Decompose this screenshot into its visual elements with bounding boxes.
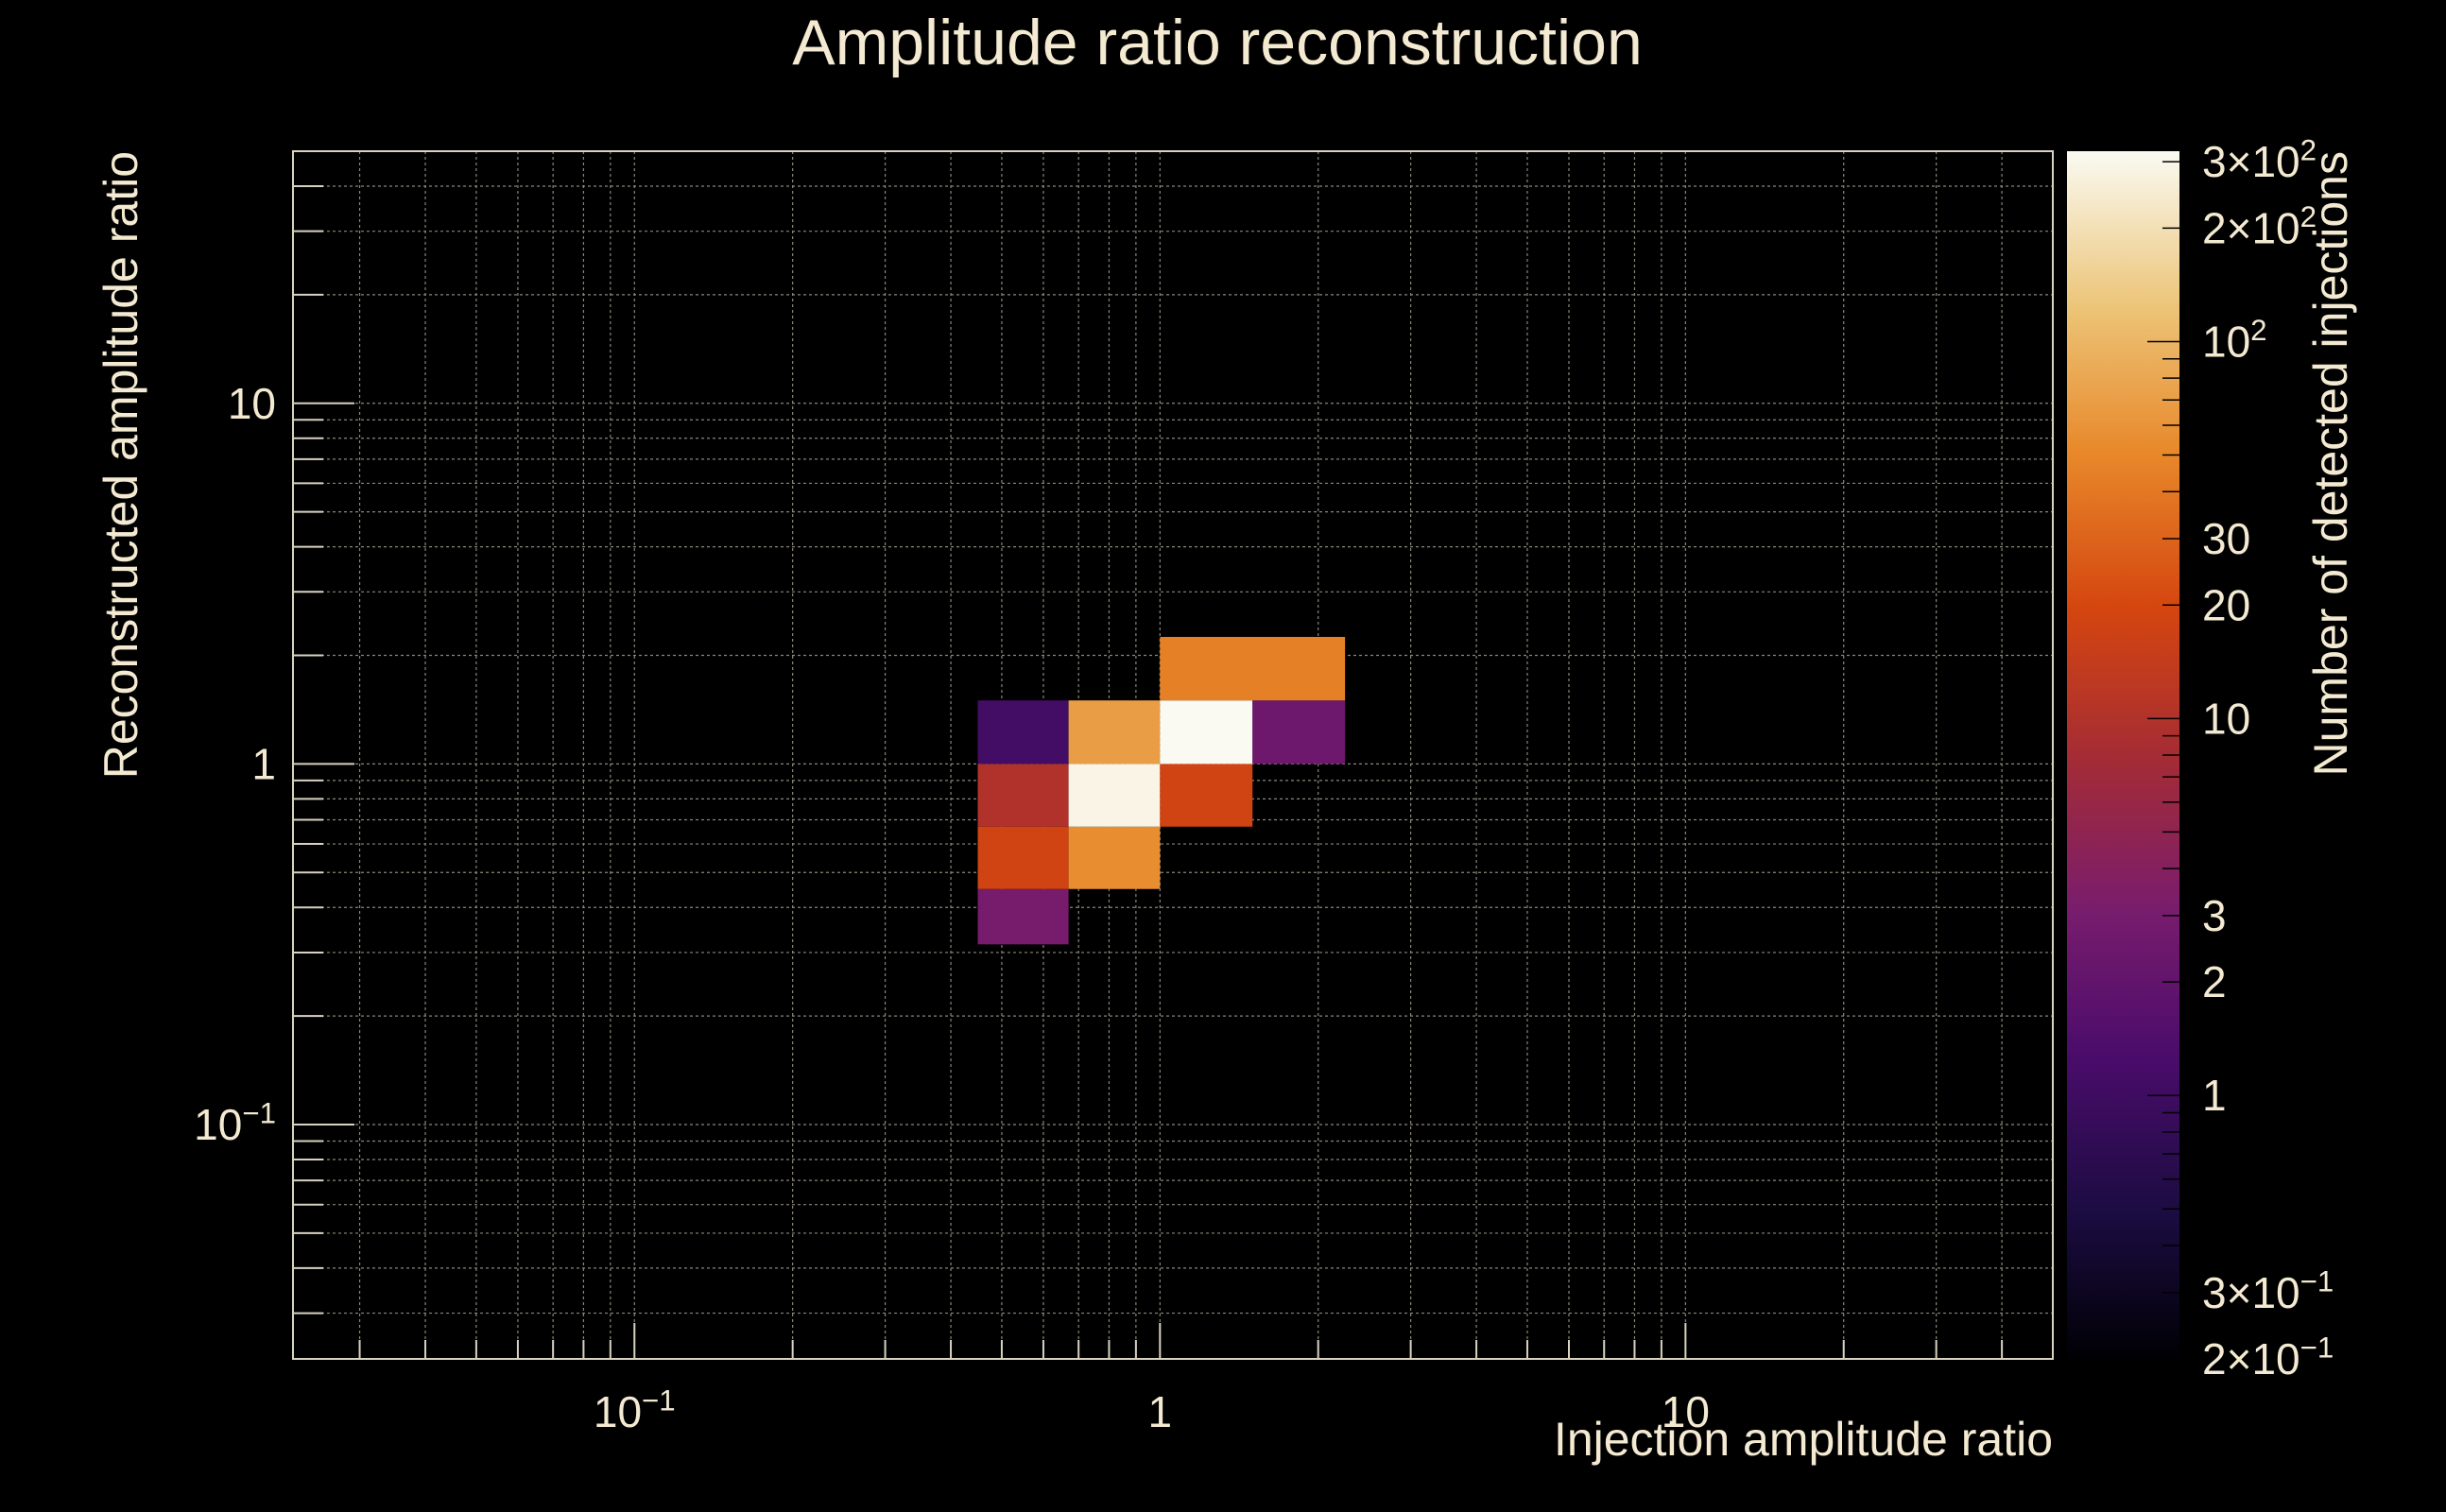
heatmap-cell [1068, 700, 1161, 765]
heatmap-cell [1160, 764, 1253, 827]
heatmap-cell [977, 888, 1069, 945]
colorbar [2067, 151, 2179, 1359]
y-tick-label-base: 1 [251, 739, 276, 788]
x-axis-ticks: 10−1 1 10 [358, 1323, 2004, 1436]
colorbar-tick-label-base: 2 [2202, 957, 2227, 1006]
colorbar-tick-label: 2 [2202, 957, 2227, 1006]
colorbar-tick-label-exponent: 2 [2300, 134, 2317, 167]
x-tick-label-exponent: −1 [642, 1384, 676, 1418]
colorbar-tick-label: 1 [2202, 1071, 2227, 1120]
y-axis-label: Reconstructed amplitude ratio [95, 151, 147, 779]
heatmap-cell [1068, 826, 1161, 889]
x-tick-label: 10−1 [594, 1384, 676, 1436]
x-axis-label: Injection amplitude ratio [1554, 1413, 2053, 1466]
heatmap-cell [1160, 700, 1253, 765]
x-tick-label: 1 [1148, 1387, 1173, 1436]
colorbar-tick-label-exponent: −1 [2300, 1332, 2334, 1365]
colorbar-tick-label-base: 3×10 [2202, 1268, 2300, 1317]
x-tick-label-base: 10 [594, 1387, 642, 1436]
heatmap-cell [977, 826, 1069, 889]
heatmap-cell [977, 700, 1069, 765]
chart-title: Amplitude ratio reconstruction [792, 7, 1643, 78]
colorbar-tick-label-base: 2×10 [2202, 1334, 2300, 1383]
colorbar-tick-label: 3×10−1 [2202, 1264, 2334, 1316]
colorbar-tick-label: 3 [2202, 891, 2227, 940]
heatmap-cell [1160, 636, 1346, 701]
heatmap-cell [1252, 700, 1346, 765]
colorbar-tick-label-base: 20 [2202, 580, 2250, 629]
colorbar-tick-label: 2×102 [2202, 200, 2317, 252]
y-tick-label: 1 [251, 739, 276, 788]
colorbar-tick-label-base: 2×10 [2202, 203, 2300, 252]
colorbar-tick-label-base: 10 [2202, 317, 2250, 366]
colorbar-tick-label: 30 [2202, 514, 2250, 563]
heatmap-cells [977, 636, 1346, 945]
colorbar-tick-label-exponent: 2 [2300, 200, 2317, 233]
grid-lines [293, 151, 2053, 1359]
heatmap-cell [1068, 764, 1161, 827]
colorbar-tick-label-exponent: 2 [2250, 314, 2266, 347]
colorbar-label: Number of detected injections [2304, 151, 2357, 776]
colorbar-tick-label: 102 [2202, 314, 2267, 366]
heatmap-cell [977, 764, 1069, 827]
colorbar-tick-label-base: 30 [2202, 514, 2250, 563]
y-tick-label-base: 10 [194, 1100, 242, 1149]
plot-frame [292, 150, 2054, 1360]
colorbar-tick-label-base: 3 [2202, 891, 2227, 940]
colorbar-tick-label: 10 [2202, 694, 2250, 743]
colorbar-tick-label: 20 [2202, 580, 2250, 629]
colorbar-tick-label-base: 3×10 [2202, 137, 2300, 186]
y-tick-label-exponent: −1 [242, 1097, 276, 1130]
x-tick-label-base: 10 [1662, 1387, 1710, 1436]
colorbar-tick-label: 3×102 [2202, 134, 2317, 186]
colorbar-tick-label-exponent: −1 [2300, 1264, 2334, 1297]
x-tick-label-base: 1 [1148, 1387, 1173, 1436]
y-tick-label-base: 10 [228, 379, 276, 428]
x-tick-label: 10 [1662, 1387, 1710, 1436]
y-tick-label: 10−1 [194, 1097, 276, 1149]
y-tick-label: 10 [228, 379, 276, 428]
colorbar-tick-label: 2×10−1 [2202, 1332, 2334, 1383]
colorbar-tick-label-base: 10 [2202, 694, 2250, 743]
colorbar-tick-label-base: 1 [2202, 1071, 2227, 1120]
